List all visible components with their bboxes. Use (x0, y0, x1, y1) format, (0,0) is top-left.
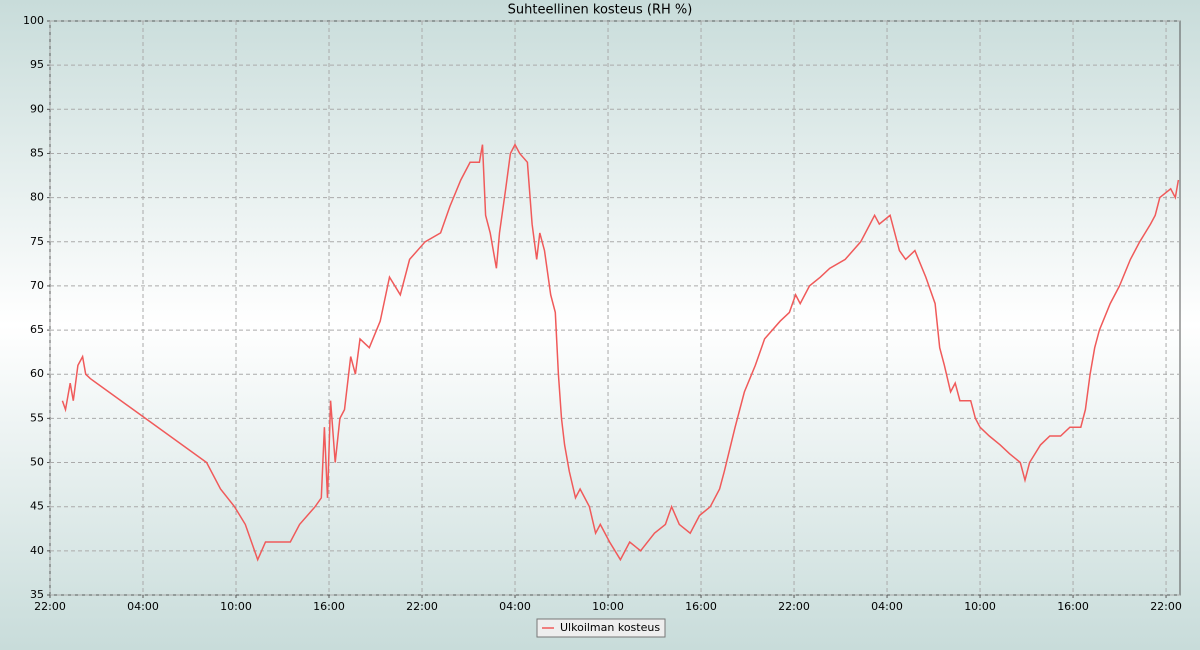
x-tick-label: 22:00 (778, 600, 810, 613)
x-tick-label: 10:00 (592, 600, 624, 613)
x-tick-label: 16:00 (685, 600, 717, 613)
y-tick-label: 85 (30, 146, 44, 159)
legend-box (536, 618, 666, 638)
x-tick-label: 04:00 (127, 600, 159, 613)
x-tick-label: 22:00 (406, 600, 438, 613)
x-tick-label: 16:00 (313, 600, 345, 613)
x-tick-label: 04:00 (871, 600, 903, 613)
y-tick-label: 60 (30, 367, 44, 380)
legend-label: Ulkoilman kosteus (560, 621, 660, 634)
y-tick-label: 100 (23, 14, 44, 27)
y-tick-label: 65 (30, 323, 44, 336)
y-tick-label: 75 (30, 235, 44, 248)
y-tick-label: 80 (30, 191, 44, 204)
y-tick-label: 90 (30, 102, 44, 115)
x-tick-label: 04:00 (499, 600, 531, 613)
y-tick-label: 95 (30, 58, 44, 71)
y-tick-label: 35 (30, 588, 44, 601)
data-line (61, 142, 1180, 562)
x-tick-label: 10:00 (220, 600, 252, 613)
x-tick-label: 10:00 (964, 600, 996, 613)
x-tick-label: 22:00 (34, 600, 66, 613)
y-tick-label: 45 (30, 500, 44, 513)
y-tick-label: 55 (30, 411, 44, 424)
x-tick-label: 16:00 (1057, 600, 1089, 613)
y-tick-label: 40 (30, 544, 44, 557)
y-tick-label: 50 (30, 456, 44, 469)
y-tick-label: 70 (30, 279, 44, 292)
x-tick-label: 22:00 (1150, 600, 1182, 613)
chart-title: Suhteellinen kosteus (RH %) (508, 3, 693, 18)
